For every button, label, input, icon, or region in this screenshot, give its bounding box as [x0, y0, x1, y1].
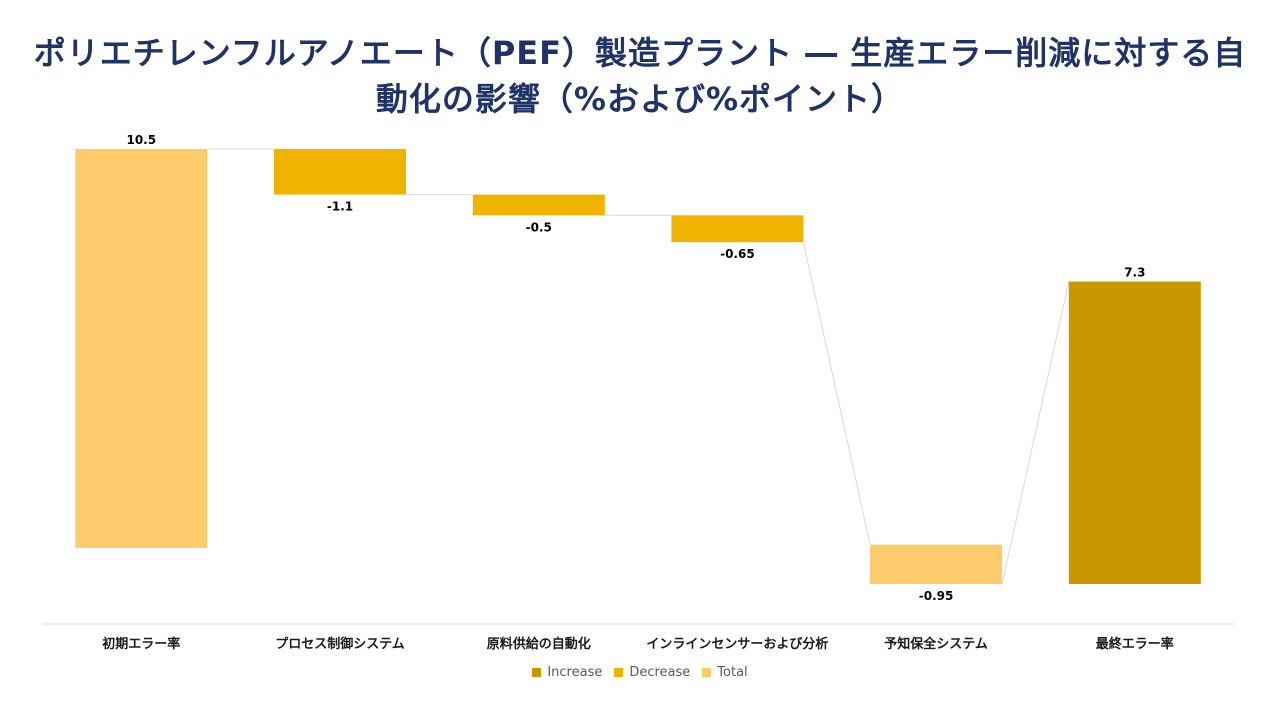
- connector-4: [802, 242, 871, 545]
- category-label-1: 初期エラー率: [102, 636, 180, 652]
- bar-4: [671, 215, 804, 243]
- value-label-4: -0.65: [720, 247, 755, 261]
- legend-swatch: [532, 668, 542, 677]
- value-label-6: 7.3: [1124, 266, 1145, 280]
- legend-item-total: Total: [702, 665, 748, 680]
- category-label-5: 予知保全システム: [884, 636, 988, 652]
- bars: [75, 149, 1201, 584]
- connector-5: [1001, 281, 1070, 585]
- value-label-5: -0.95: [919, 589, 954, 603]
- legend-label: Decrease: [629, 665, 691, 680]
- value-label-1: 10.5: [126, 133, 156, 147]
- category-label-3: 原料供給の自動化: [487, 636, 591, 652]
- legend-swatch: [614, 668, 624, 677]
- legend-label: Total: [717, 665, 748, 680]
- legend-swatch: [702, 668, 712, 677]
- category-labels: 初期エラー率 プロセス制御システム 原料供給の自動化 インラインセンサーおよび分析 予知…: [102, 636, 1174, 652]
- bar-3: [472, 194, 605, 216]
- bar-5: [870, 544, 1003, 584]
- bar-6: [1068, 281, 1201, 584]
- bar-2: [274, 149, 406, 195]
- value-label-3: -0.5: [526, 220, 552, 234]
- bar-1: [75, 149, 208, 548]
- legend-item-increase: Increase: [532, 665, 602, 680]
- category-label-2: プロセス制御システム: [275, 636, 405, 652]
- value-labels: 10.5 -1.1 -0.5 -0.65 -0.95 7.3: [126, 133, 1145, 603]
- connector-lines: [207, 148, 1070, 585]
- value-label-2: -1.1: [327, 200, 353, 214]
- category-label-6: 最終エラー率: [1096, 636, 1174, 652]
- legend: Increase Decrease Total: [0, 665, 1280, 680]
- legend-label: Increase: [547, 665, 603, 680]
- chart-title: ポリエチレンフルアノエート（PEF）製造プラント ― 生産エラー削減に対する自動…: [33, 34, 1247, 118]
- legend-item-decrease: Decrease: [614, 665, 690, 680]
- category-label-4: インラインセンサーおよび分析: [646, 636, 828, 652]
